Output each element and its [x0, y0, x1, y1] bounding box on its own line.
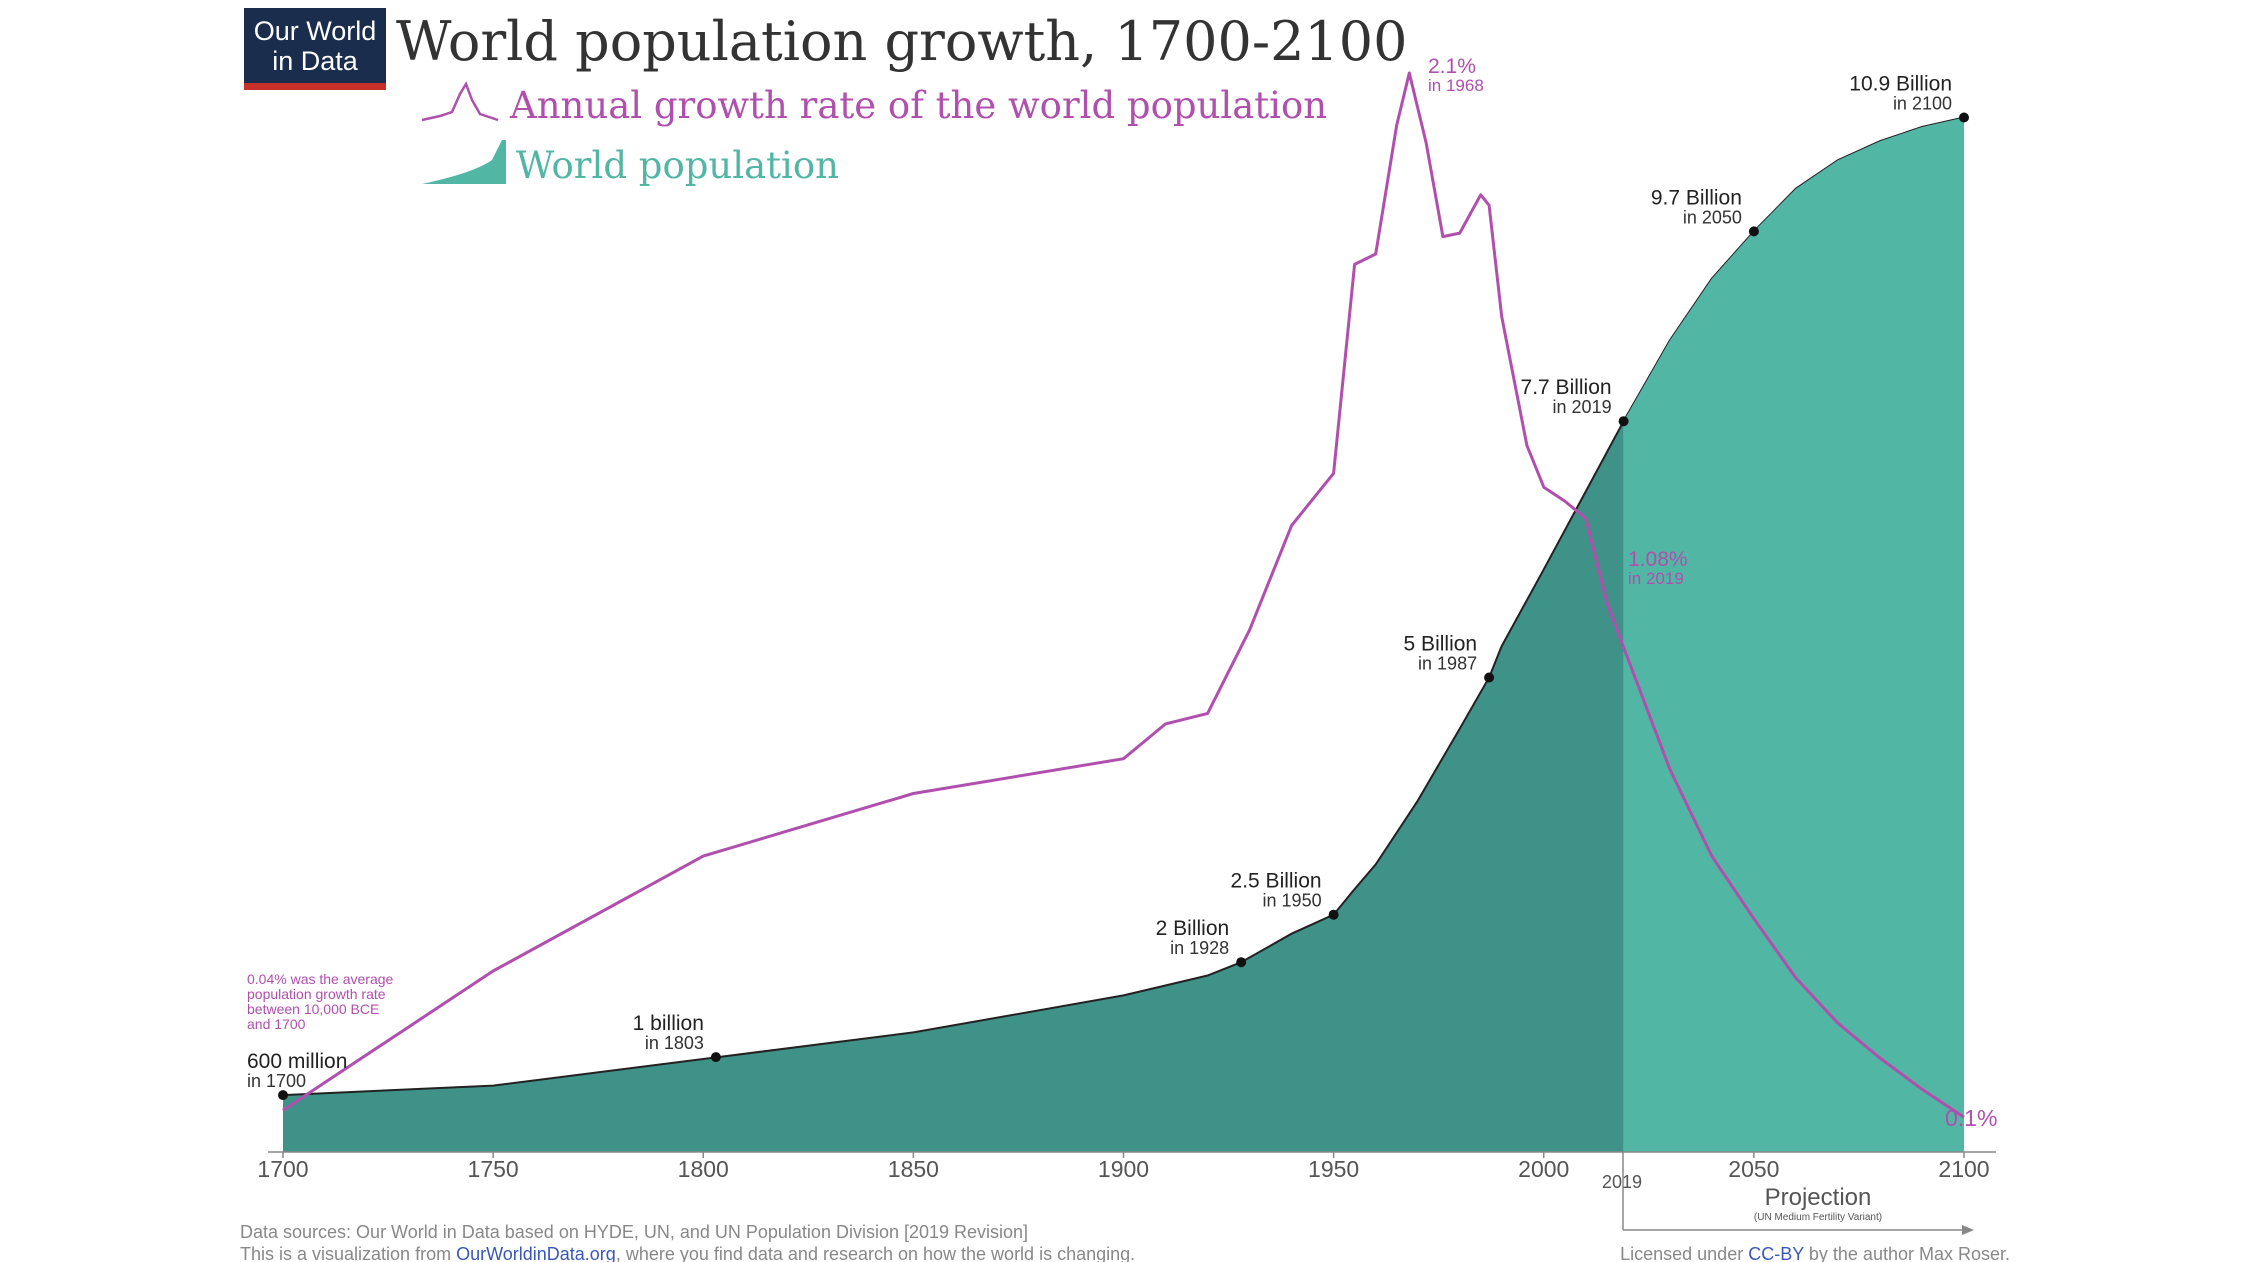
population-projection-area: [1623, 117, 1964, 1152]
x-tick-label: 1950: [1308, 1156, 1359, 1182]
population-sublabel: in 1700: [247, 1071, 306, 1091]
x-tick-label: 1800: [678, 1156, 729, 1182]
x-tick-label: 2050: [1728, 1156, 1779, 1182]
projection-arrowhead: [1962, 1225, 1974, 1235]
x-tick-label: 1900: [1098, 1156, 1149, 1182]
growth-legend-label: Annual growth rate of the world populati…: [509, 84, 1327, 127]
population-label: 5 Billion: [1404, 633, 1478, 656]
population-markers: [278, 112, 1969, 1101]
note-line-2: population growth rate: [247, 986, 386, 1002]
population-sublabel: in 1950: [1263, 891, 1322, 911]
population-marker: [1959, 112, 1969, 123]
growth-legend-icon: [421, 81, 499, 122]
growth-rate-path: [282, 71, 1965, 1119]
footer-viz-prefix: This is a visualization from: [240, 1244, 456, 1262]
license-prefix: Licensed under: [1620, 1244, 1748, 1262]
growth-annotation-2100: 0.1%: [1945, 1105, 1997, 1131]
population-marker: [1748, 226, 1759, 237]
logo-stripe: [244, 83, 386, 90]
projection-bracket: 2019 Projection (UN Medium Fertility Var…: [1602, 1152, 1974, 1235]
x-tick-label: 1700: [257, 1156, 308, 1182]
growth-peak-value: 2.1%: [1428, 55, 1476, 78]
legend: Annual growth rate of the world populati…: [421, 81, 1327, 187]
x-axis: 1700 1750 1800 1850 1900 1950 2000 2050 2100: [257, 1151, 1996, 1182]
note-line-3: between 10,000 BCE: [247, 1001, 379, 1017]
x-tick-label: 2000: [1518, 1156, 1569, 1182]
population-label: 1 billion: [633, 1012, 704, 1035]
owid-logo[interactable]: Our World in Data: [244, 8, 386, 90]
population-marker: [278, 1090, 288, 1101]
license-suffix: by the author Max Roser.: [1804, 1244, 2010, 1262]
population-legend-icon: [422, 140, 506, 184]
growth-rate-line: [282, 71, 1965, 1119]
cc-by-link[interactable]: CC-BY: [1748, 1244, 1804, 1262]
population-sublabel: in 1928: [1170, 938, 1229, 958]
population-sublabel: in 2019: [1553, 397, 1612, 417]
note-line-1: 0.04% was the average: [247, 971, 394, 987]
population-area-projection-shape: [1623, 117, 1964, 1152]
footer-license: Licensed under CC-BY by the author Max R…: [1620, 1244, 2010, 1262]
population-label: 7.7 Billion: [1521, 376, 1612, 399]
projection-sub: (UN Medium Fertility Variant): [1754, 1212, 1882, 1223]
growth-2100-value: 0.1%: [1945, 1105, 1997, 1131]
population-label: 2 Billion: [1156, 917, 1230, 940]
population-sublabel: in 1803: [645, 1033, 704, 1053]
pre-1700-note: 0.04% was the average population growth …: [247, 971, 394, 1032]
population-area-historical-shape: [283, 421, 1624, 1152]
population-label: 600 million: [247, 1050, 347, 1073]
logo-background: [244, 8, 386, 86]
population-label: 2.5 Billion: [1231, 870, 1322, 893]
population-marker: [710, 1052, 721, 1063]
population-sublabel: in 2100: [1893, 94, 1952, 114]
x-tick-label: 1850: [888, 1156, 939, 1182]
footer-viz-credit: This is a visualization from OurWorldinD…: [240, 1244, 1135, 1262]
population-legend-label: World population: [516, 144, 839, 187]
growth-peak-sub: in 1968: [1428, 76, 1484, 95]
population-marker: [1618, 416, 1629, 427]
owid-link[interactable]: OurWorldinData.org: [456, 1244, 616, 1262]
x-tick-label: 2100: [1938, 1156, 1989, 1182]
population-sublabel: in 1987: [1418, 654, 1477, 674]
population-marker: [1484, 672, 1495, 683]
note-line-4: and 1700: [247, 1016, 306, 1032]
growth-2019-value: 1.08%: [1628, 548, 1688, 571]
logo-line2: in Data: [272, 46, 359, 76]
chart-title: World population growth, 1700-2100: [396, 10, 1408, 73]
population-marker: [1236, 957, 1247, 968]
x-tick-label: 1750: [468, 1156, 519, 1182]
projection-start-label: 2019: [1602, 1172, 1642, 1192]
growth-annotation-peak: 2.1% in 1968: [1428, 55, 1484, 95]
population-sublabel: in 2050: [1683, 207, 1742, 227]
growth-annotation-2019: 1.08% in 2019: [1628, 548, 1688, 588]
growth-2019-sub: in 2019: [1628, 569, 1684, 588]
footer-viz-suffix: , where you find data and research on ho…: [616, 1244, 1135, 1262]
projection-label: Projection: [1765, 1184, 1872, 1211]
population-label: 10.9 Billion: [1849, 73, 1952, 96]
footer-sources: Data sources: Our World in Data based on…: [240, 1222, 1028, 1242]
population-marker: [1328, 909, 1339, 920]
logo-line1: Our World: [254, 16, 377, 46]
population-label: 9.7 Billion: [1651, 186, 1742, 209]
